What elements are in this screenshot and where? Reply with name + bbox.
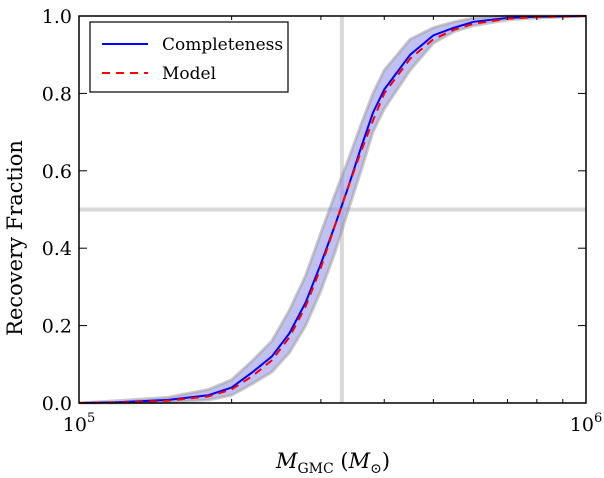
plot-layer [78,14,587,405]
x-tick-labels: 105 106 [63,411,602,436]
y-axis-label: Recovery Fraction [3,140,27,336]
y-tick-label: 1.0 [42,6,72,28]
legend-label-completeness: Completeness [162,35,283,55]
legend: Completeness Model [89,21,289,93]
y-tick-label: 0.0 [42,393,72,415]
axis-ticks [78,15,587,404]
completeness-line [78,15,587,404]
legend-box [89,21,289,93]
x-axis-label: MGMC (M⊙) [275,449,390,477]
x-tick-label: 106 [570,411,602,436]
y-tick-label: 0.6 [42,161,72,183]
plot-frame [78,15,587,404]
y-tick-label: 0.4 [42,238,72,260]
x-tick-label: 105 [63,411,95,436]
legend-label-model: Model [162,64,216,84]
y-tick-label: 0.8 [42,83,72,105]
y-tick-labels: 0.0 0.2 0.4 0.6 0.8 1.0 [42,6,72,415]
model-line [78,15,587,404]
y-tick-label: 0.2 [42,316,72,338]
